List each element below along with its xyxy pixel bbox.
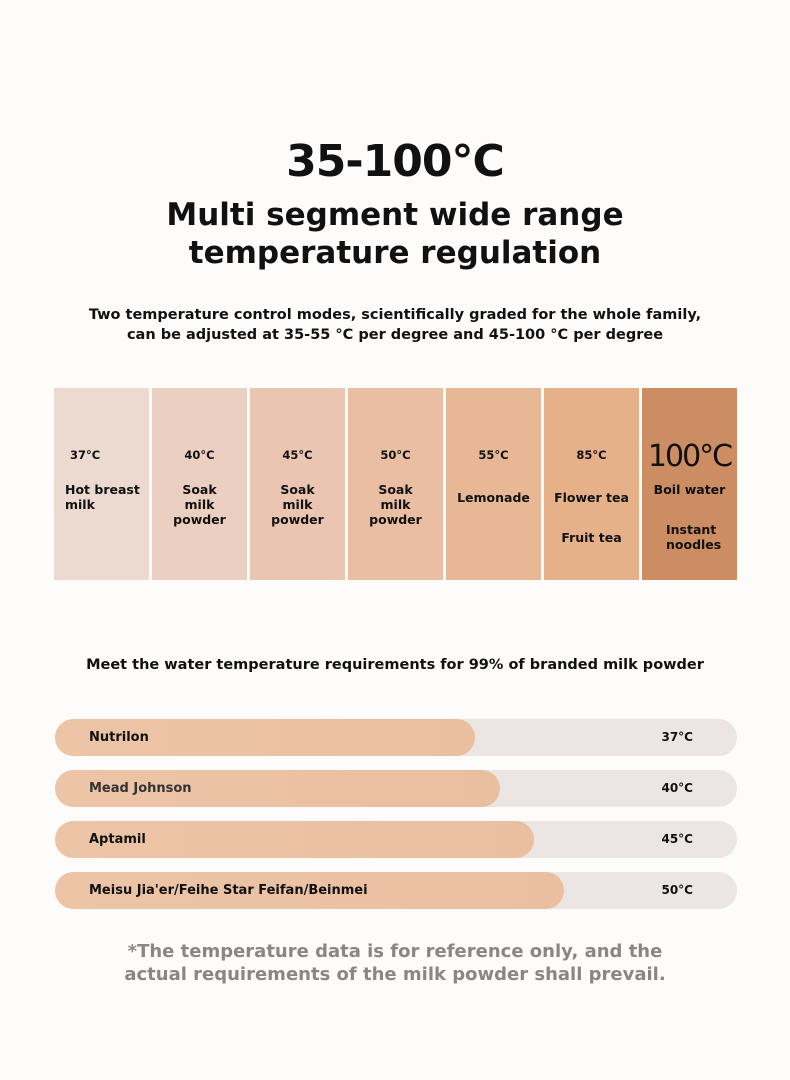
description-line-2: can be adjusted at 35-55 °C per degree a… bbox=[126, 327, 664, 343]
temp-column-37: 37°C Hot breast milk bbox=[54, 388, 149, 580]
subhead: Multi segment wide range temperature reg… bbox=[0, 196, 790, 272]
temp-column-85: 85°C Flower tea Fruit tea bbox=[544, 388, 639, 580]
column-temp: 40°C bbox=[184, 448, 215, 462]
brand-name: Nutrilon bbox=[89, 730, 149, 745]
column-use: Soak milk powder bbox=[369, 482, 422, 527]
disclaimer-line-1: *The temperature data is for reference o… bbox=[127, 941, 663, 962]
subhead-line-1: Multi segment wide range bbox=[166, 197, 624, 233]
column-use: Flower tea bbox=[554, 490, 629, 505]
brand-temp: 50°C bbox=[661, 883, 693, 897]
disclaimer-line-2: actual requirements of the milk powder s… bbox=[124, 964, 666, 985]
column-use-secondary: Instant noodles bbox=[666, 522, 722, 552]
description: Two temperature control modes, scientifi… bbox=[0, 305, 790, 345]
brand-bar-fill bbox=[55, 872, 564, 909]
compatibility-heading: Meet the water temperature requirements … bbox=[86, 657, 704, 673]
column-use: Soak milk powder bbox=[173, 482, 226, 527]
column-use: Hot breast milk bbox=[65, 482, 140, 512]
temp-column-45: 45°C Soak milk powder bbox=[250, 388, 345, 580]
column-temp: 100°C bbox=[647, 439, 733, 474]
temp-column-40: 40°C Soak milk powder bbox=[152, 388, 247, 580]
brand-name: Aptamil bbox=[89, 832, 146, 847]
brand-temp: 37°C bbox=[661, 730, 693, 744]
brand-bar-aptamil: Aptamil 45°C bbox=[55, 821, 737, 858]
brand-bar-nutrilon: Nutrilon 37°C bbox=[55, 719, 737, 756]
brand-bar-fill bbox=[55, 821, 535, 858]
subhead-line-2: temperature regulation bbox=[188, 235, 602, 271]
brand-bar-mead-johnson: Mead Johnson 40°C bbox=[55, 770, 737, 807]
column-temp: 37°C bbox=[70, 448, 101, 462]
brand-bar-fill bbox=[55, 770, 501, 807]
brand-name: Mead Johnson bbox=[89, 781, 192, 796]
brand-name: Meisu Jia'er/Feihe Star Feifan/Beinmei bbox=[89, 883, 368, 898]
column-use: Soak milk powder bbox=[271, 482, 324, 527]
brand-temp: 40°C bbox=[661, 781, 693, 795]
temp-column-50: 50°C Soak milk powder bbox=[348, 388, 443, 580]
column-temp: 85°C bbox=[576, 448, 607, 462]
disclaimer-note: *The temperature data is for reference o… bbox=[0, 940, 790, 986]
column-temp: 55°C bbox=[478, 448, 509, 462]
column-temp: 45°C bbox=[282, 448, 313, 462]
temp-column-100: 100°C Boil water Instant noodles bbox=[642, 388, 737, 580]
column-temp: 50°C bbox=[380, 448, 411, 462]
temp-column-55: 55°C Lemonade bbox=[446, 388, 541, 580]
brand-bar-meisu: Meisu Jia'er/Feihe Star Feifan/Beinmei 5… bbox=[55, 872, 737, 909]
column-use: Boil water bbox=[653, 482, 726, 497]
brand-temp: 45°C bbox=[661, 832, 693, 846]
column-use: Lemonade bbox=[457, 490, 530, 505]
column-use-secondary: Fruit tea bbox=[561, 530, 622, 545]
brand-bar-fill bbox=[55, 719, 476, 756]
description-line-1: Two temperature control modes, scientifi… bbox=[88, 307, 702, 323]
headline: 35-100°C bbox=[286, 136, 505, 187]
temperature-table: 37°C Hot breast milk 40°C Soak milk powd… bbox=[54, 388, 737, 580]
